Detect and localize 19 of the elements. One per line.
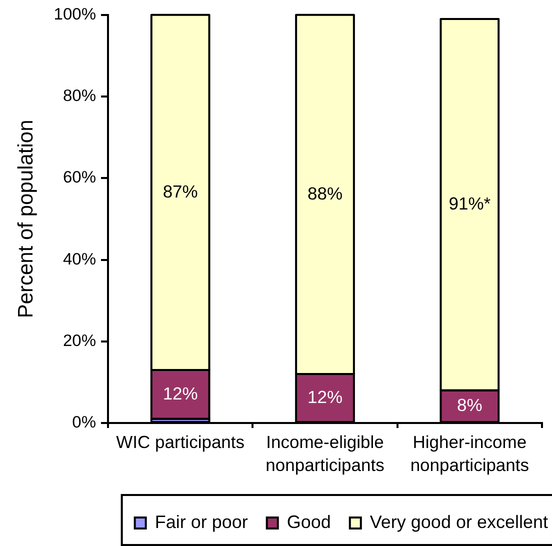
data-label: 12% [162, 383, 198, 404]
data-label: 12% [307, 386, 343, 407]
data-label: 87% [162, 181, 198, 202]
x-tick-label: Higher-income nonparticipants [410, 432, 530, 475]
data-label: 91%* [448, 193, 491, 214]
x-tick-label: Income-eligible nonparticipants [266, 432, 385, 475]
data-label: 8% [457, 395, 482, 416]
x-tick-label: WIC participants [116, 432, 245, 452]
y-tick-label: 0% [72, 414, 96, 432]
y-tick-label: 100% [54, 5, 96, 24]
y-tick-label: 40% [62, 250, 96, 268]
y-tick-label: 20% [62, 332, 96, 350]
y-tick-label: 80% [62, 87, 96, 106]
data-label: 88% [307, 183, 343, 204]
legend-label: Good [286, 512, 331, 532]
y-tick-label: 60% [62, 168, 96, 187]
legend-label: Very good or excellent [370, 512, 548, 532]
y-axis-title: Percent of population [14, 120, 38, 318]
legend-label: Fair or poor [154, 512, 248, 532]
